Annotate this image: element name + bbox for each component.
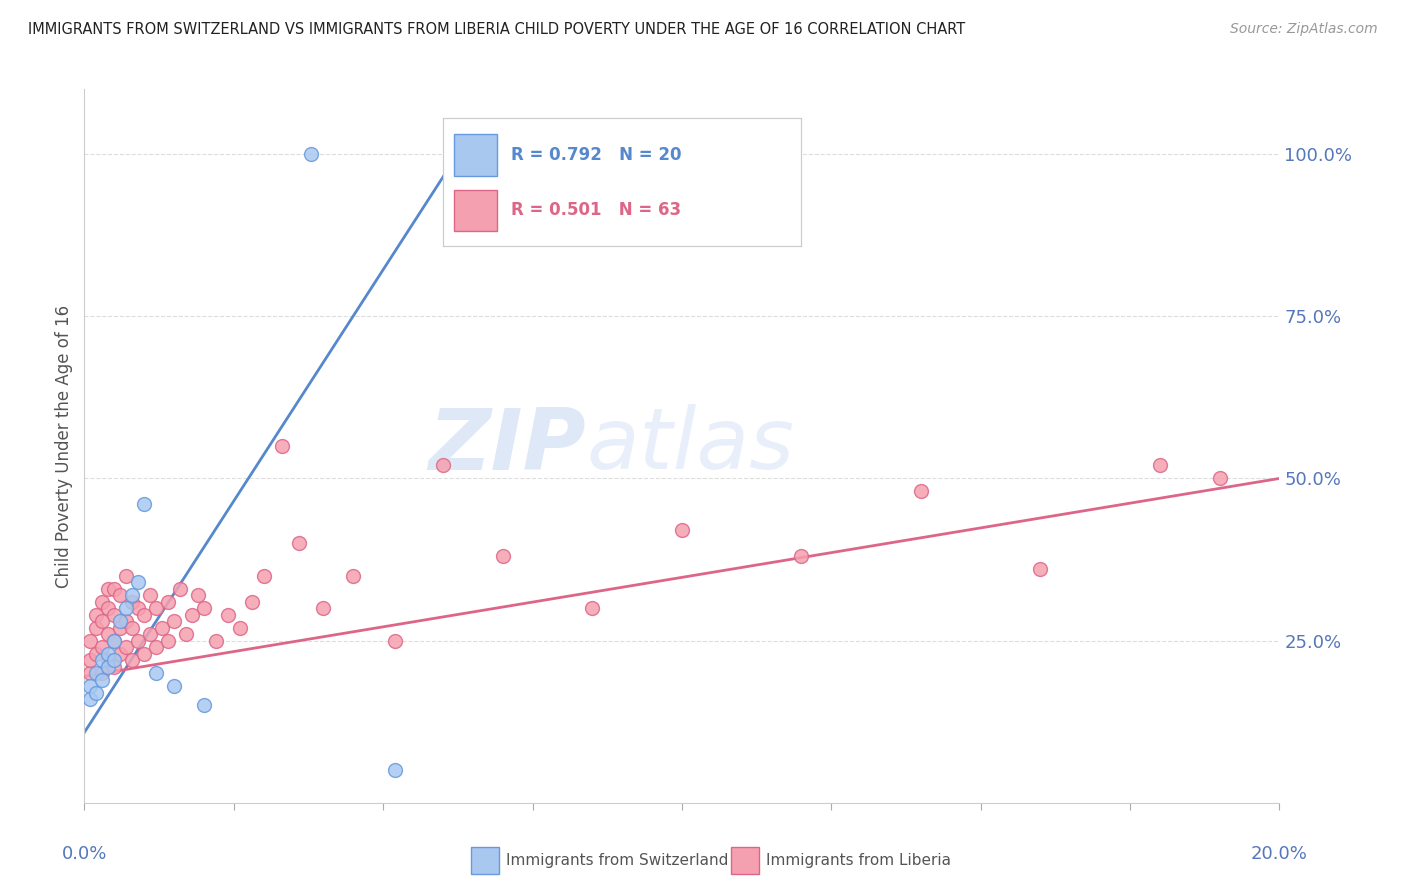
- Point: [86, 647, 108, 661]
- Point: [97, 582, 120, 596]
- Point: [671, 524, 693, 538]
- Point: [97, 647, 120, 661]
- Text: IMMIGRANTS FROM SWITZERLAND VS IMMIGRANTS FROM LIBERIA CHILD POVERTY UNDER THE A: IMMIGRANTS FROM SWITZERLAND VS IMMIGRANT…: [28, 22, 966, 37]
- Point: [432, 458, 454, 473]
- Point: [790, 549, 813, 564]
- Point: [103, 582, 125, 596]
- Point: [193, 601, 215, 615]
- Point: [86, 607, 108, 622]
- Point: [910, 484, 932, 499]
- Text: Immigrants from Switzerland: Immigrants from Switzerland: [506, 854, 728, 868]
- Point: [110, 647, 132, 661]
- Point: [139, 588, 162, 602]
- Point: [145, 666, 167, 681]
- Point: [91, 666, 114, 681]
- Point: [79, 653, 101, 667]
- Point: [240, 595, 263, 609]
- Point: [97, 659, 120, 673]
- Point: [97, 653, 120, 667]
- Point: [103, 653, 125, 667]
- Point: [103, 633, 125, 648]
- Point: [163, 679, 186, 693]
- Point: [115, 568, 138, 582]
- Point: [115, 614, 138, 628]
- Point: [79, 666, 101, 681]
- Point: [1208, 471, 1232, 485]
- Text: Immigrants from Liberia: Immigrants from Liberia: [766, 854, 952, 868]
- Point: [115, 601, 138, 615]
- Point: [492, 549, 515, 564]
- Point: [127, 601, 149, 615]
- Point: [270, 439, 292, 453]
- Point: [163, 614, 186, 628]
- Point: [91, 640, 114, 654]
- Point: [91, 595, 114, 609]
- Point: [217, 607, 239, 622]
- Point: [228, 621, 252, 635]
- Point: [187, 588, 209, 602]
- Y-axis label: Child Poverty Under the Age of 16: Child Poverty Under the Age of 16: [55, 304, 73, 588]
- Point: [110, 614, 132, 628]
- Point: [127, 575, 149, 590]
- Point: [110, 588, 132, 602]
- Point: [132, 647, 156, 661]
- Point: [97, 601, 120, 615]
- Point: [103, 659, 125, 673]
- Point: [384, 764, 406, 778]
- Point: [103, 633, 125, 648]
- Point: [103, 607, 125, 622]
- Point: [127, 633, 149, 648]
- Point: [342, 568, 364, 582]
- Point: [86, 685, 108, 699]
- Point: [145, 601, 167, 615]
- Point: [193, 698, 215, 713]
- Point: [91, 673, 114, 687]
- Point: [581, 601, 603, 615]
- Point: [253, 568, 276, 582]
- Point: [121, 653, 143, 667]
- Text: 0.0%: 0.0%: [62, 845, 107, 863]
- Point: [288, 536, 311, 550]
- Point: [169, 582, 191, 596]
- Point: [312, 601, 335, 615]
- Point: [86, 621, 108, 635]
- Point: [301, 147, 323, 161]
- Point: [91, 614, 114, 628]
- Point: [180, 607, 202, 622]
- Point: [157, 595, 180, 609]
- Point: [384, 633, 406, 648]
- Point: [150, 621, 173, 635]
- Point: [132, 607, 156, 622]
- Point: [121, 621, 143, 635]
- Text: ZIP: ZIP: [429, 404, 586, 488]
- Point: [139, 627, 162, 641]
- Text: atlas: atlas: [586, 404, 794, 488]
- Point: [79, 633, 101, 648]
- Point: [86, 666, 108, 681]
- Point: [132, 497, 156, 511]
- Text: Source: ZipAtlas.com: Source: ZipAtlas.com: [1230, 22, 1378, 37]
- Point: [97, 627, 120, 641]
- Point: [145, 640, 167, 654]
- Point: [157, 633, 180, 648]
- Point: [79, 692, 101, 706]
- Point: [121, 588, 143, 602]
- Text: 20.0%: 20.0%: [1251, 845, 1308, 863]
- Point: [91, 653, 114, 667]
- Point: [1029, 562, 1052, 576]
- Point: [79, 679, 101, 693]
- Point: [1149, 458, 1171, 473]
- Point: [121, 595, 143, 609]
- Point: [174, 627, 197, 641]
- Point: [115, 640, 138, 654]
- Point: [205, 633, 228, 648]
- Point: [110, 621, 132, 635]
